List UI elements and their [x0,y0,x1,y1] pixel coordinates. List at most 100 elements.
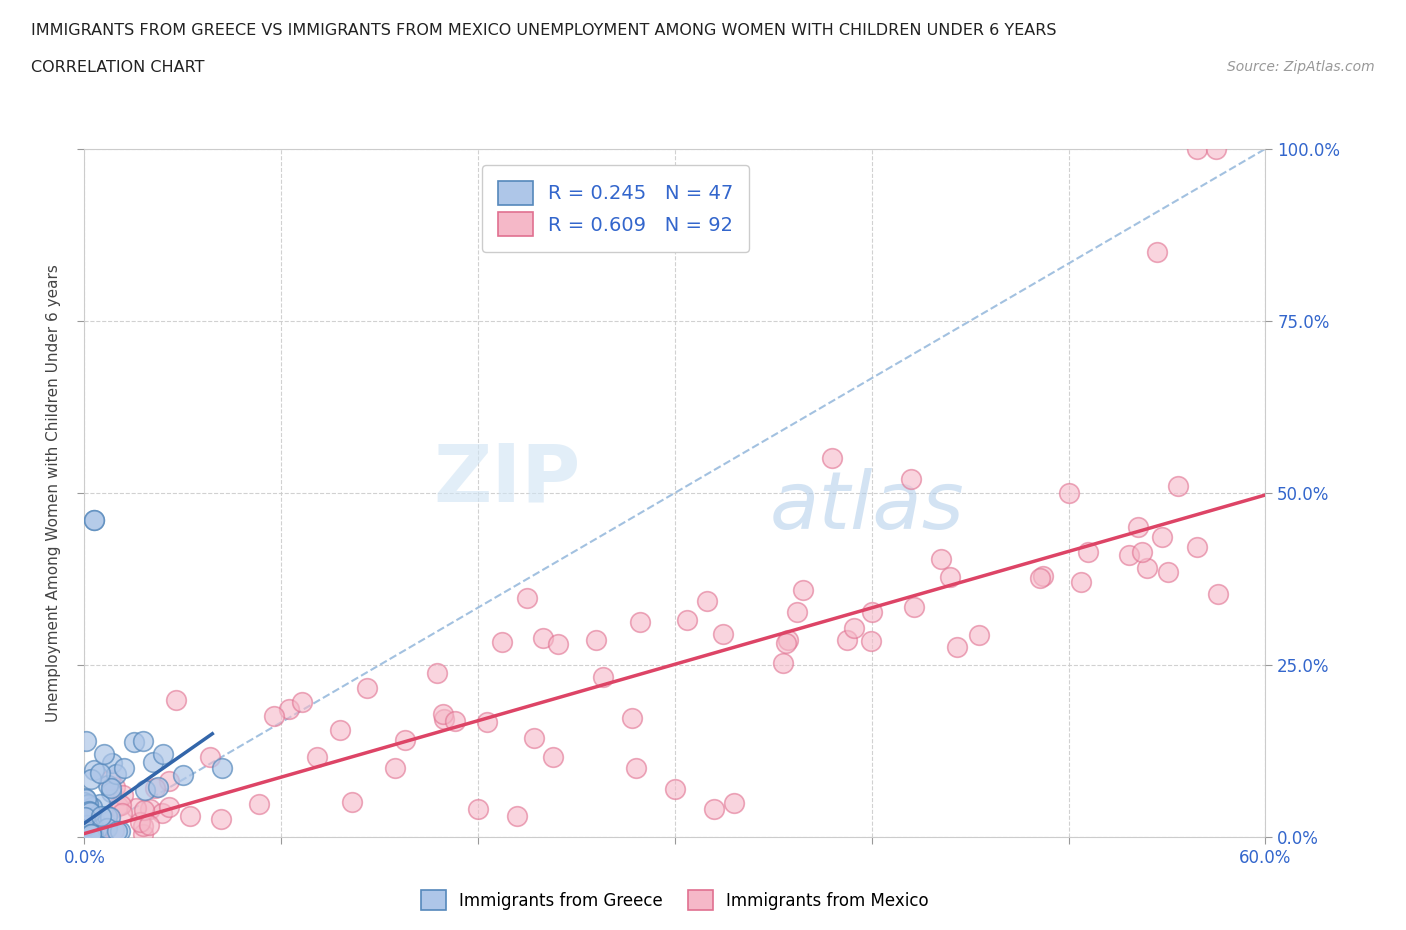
Point [967,628,990,643]
Point [80,827,103,842]
Point [628,615,651,630]
Point [112,761,135,776]
Point [592,670,614,684]
Point [93,825,115,840]
Point [83,513,105,528]
Point [696,594,718,609]
Point [903,600,925,615]
Point [329,723,352,737]
Point [278,702,301,717]
Point [675,612,697,627]
Point [211,761,233,776]
Point [624,761,647,776]
Point [111,805,134,820]
Point [125,801,148,816]
Point [1187,539,1209,554]
Point [467,802,489,817]
Point [138,817,160,832]
Point [77,804,100,819]
Point [90,808,112,823]
Point [1150,529,1173,544]
Point [703,802,725,817]
Point [75,733,97,748]
Point [100,780,122,795]
Point [80,805,103,820]
Point [101,756,124,771]
Point [83,813,105,828]
Point [110,824,132,839]
Point [786,604,808,619]
Point [157,774,180,789]
Point [1185,141,1208,156]
Text: ZIP: ZIP [433,440,581,518]
Point [76,797,98,812]
Point [792,583,814,598]
Point [132,827,155,842]
Point [664,781,686,796]
Point [80,817,103,832]
Point [98,773,121,788]
Point [86,820,108,835]
Point [620,711,643,725]
Point [900,472,922,486]
Point [73,794,96,809]
Point [79,804,101,819]
Point [931,551,953,566]
Legend: R = 0.245   N = 47, R = 0.609   N = 92: R = 0.245 N = 47, R = 0.609 N = 92 [482,166,749,252]
Point [76,817,98,832]
Point [475,714,498,729]
Point [1077,545,1099,560]
Point [179,808,201,823]
Point [491,634,513,649]
Point [939,570,962,585]
Point [1130,545,1153,560]
Point [585,632,607,647]
Point [157,799,180,814]
Point [139,801,162,816]
Point [110,797,132,812]
Point [83,763,105,777]
Point [1070,575,1092,590]
Point [77,804,100,819]
Point [132,818,155,833]
Point [104,779,127,794]
Point [778,632,800,647]
Point [772,656,794,671]
Point [1167,479,1189,494]
Point [103,822,125,837]
Point [247,797,270,812]
Point [775,635,797,650]
Point [263,709,285,724]
Point [209,811,232,826]
Point [305,750,328,764]
Point [821,451,844,466]
Point [97,777,120,792]
Point [105,767,128,782]
Point [150,805,173,820]
Point [1029,571,1052,586]
Point [443,713,465,728]
Point [384,761,406,776]
Point [141,754,163,769]
Point [1205,141,1227,156]
Point [533,631,555,645]
Point [432,707,454,722]
Point [1126,519,1149,534]
Text: atlas: atlas [769,468,965,546]
Point [96,808,118,823]
Point [96,820,118,835]
Point [86,822,108,837]
Point [152,747,174,762]
Point [89,796,111,811]
Point [1032,568,1054,583]
Point [89,765,111,780]
Point [100,785,122,800]
Point [129,815,152,830]
Point [1146,245,1168,259]
Point [93,747,115,762]
Point [356,680,378,695]
Point [75,810,97,825]
Point [837,632,859,647]
Point [842,620,865,635]
Point [711,627,734,642]
